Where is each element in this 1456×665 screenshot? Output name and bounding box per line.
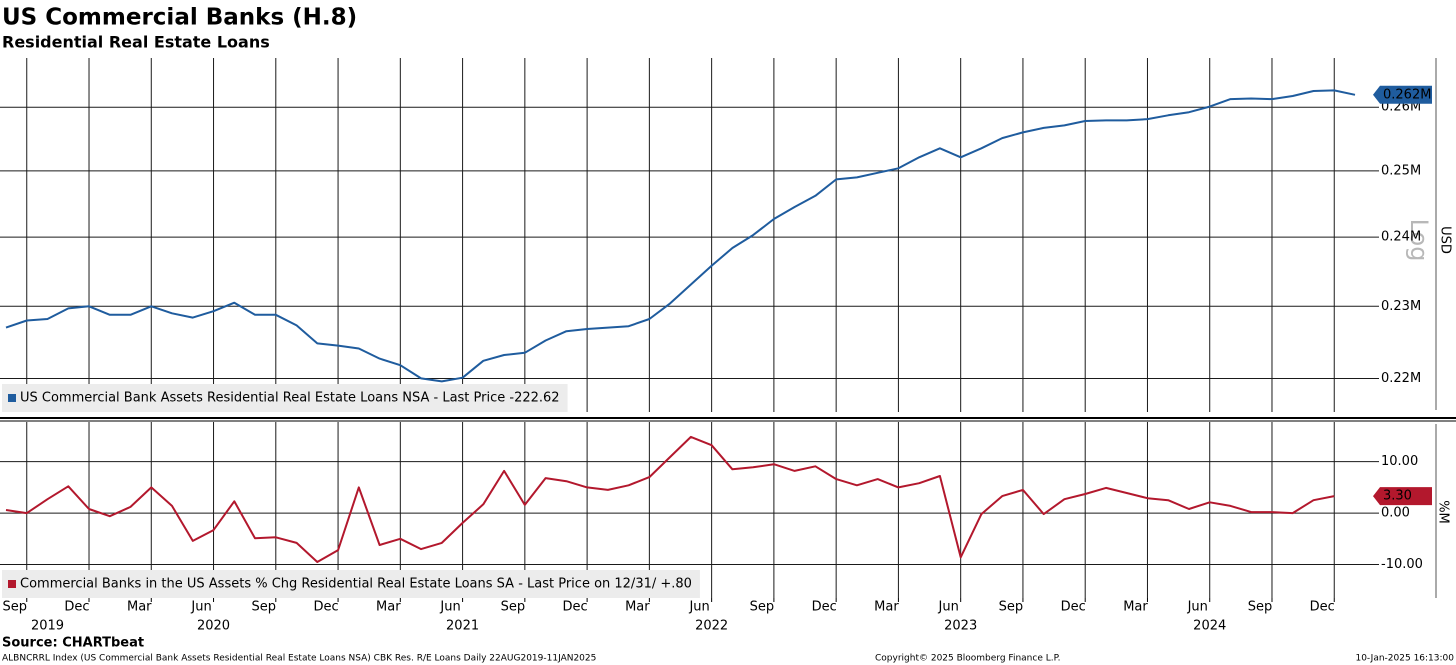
- x-year-label: 2020: [197, 619, 230, 634]
- lines: [5, 89, 1356, 563]
- x-tick-label: Jun: [439, 600, 460, 615]
- x-tick-label: Mar: [874, 600, 899, 615]
- x-tick-label: Jun: [190, 600, 211, 615]
- x-year-label: 2022: [695, 619, 728, 634]
- x-tick-label: Dec: [64, 600, 89, 615]
- legend-box: [2, 570, 700, 598]
- labels: Sep Dec Mar Jun Sep Dec Mar Jun Sep Dec Mar Jun Sep D…: [2, 85, 1432, 634]
- source: Source: CHARTbeat: [2, 636, 144, 651]
- y-axis-label: %M: [1436, 500, 1451, 524]
- last-value-tag: [1373, 487, 1432, 506]
- x-tick-label: Sep: [2, 600, 27, 615]
- data-line: [5, 89, 1356, 383]
- y-tick-label: 0.24M: [1381, 230, 1421, 245]
- footer-center: Copyright© 2025 Bloomberg Finance L.P.: [875, 654, 1060, 664]
- y-tick-label: 10.00: [1381, 454, 1418, 469]
- legend-label: US Commercial Bank Assets Residential Re…: [20, 391, 560, 406]
- x-tick-label: Jun: [1187, 600, 1208, 615]
- x-tick-label: Sep: [999, 600, 1024, 615]
- last-value-label: 0.262M: [1383, 87, 1431, 102]
- x-tick-label: Sep: [501, 600, 526, 615]
- x-tick-label: Mar: [625, 600, 650, 615]
- x-tick-label: Sep: [252, 600, 277, 615]
- data-line: [5, 435, 1335, 563]
- last-value-label: 3.30: [1383, 489, 1412, 504]
- x-tick-label: Jun: [688, 600, 709, 615]
- grid: [0, 58, 1379, 602]
- x-tick-label: Dec: [812, 600, 837, 615]
- footer-left: ALBNCRRL Index (US Commercial Bank Asset…: [2, 654, 596, 664]
- y-tick-label: -10.00: [1381, 557, 1423, 572]
- x-tick-label: Mar: [127, 600, 152, 615]
- x-year-label: 2019: [31, 619, 64, 634]
- last-value-tag: [1373, 85, 1432, 104]
- x-tick-label: Jun: [938, 600, 959, 615]
- x-tick-label: Sep: [750, 600, 775, 615]
- x-tick-label: Mar: [376, 600, 401, 615]
- x-year-label: 2024: [1193, 619, 1226, 634]
- legend: US Commercial Bank Assets Residential Re…: [2, 384, 568, 412]
- y-tick-label: 0.25M: [1381, 163, 1421, 178]
- legend-box: [2, 384, 568, 412]
- x-year-label: 2021: [446, 619, 479, 634]
- x-tick-label: Mar: [1123, 600, 1148, 615]
- chart-title: US Commercial Banks (H.8): [2, 5, 357, 31]
- legend-label: Commercial Banks in the US Assets % Chg …: [20, 577, 692, 592]
- footer-right: 10-Jan-2025 16:13:00: [1355, 654, 1454, 664]
- legend: Commercial Banks in the US Assets % Chg …: [2, 570, 700, 598]
- x-tick-label: Sep: [1248, 600, 1273, 615]
- x-year-label: 2023: [944, 619, 977, 634]
- y-tick-label: 0.00: [1381, 506, 1410, 521]
- x-tick-label: Dec: [313, 600, 338, 615]
- legend-swatch: [8, 580, 16, 588]
- scale-label: Log: [1405, 219, 1433, 262]
- y-tick-label: 0.22M: [1381, 371, 1421, 386]
- y-tick-label: 0.23M: [1381, 299, 1421, 314]
- y-axis-label: USD: [1438, 226, 1453, 254]
- x-tick-label: Dec: [1061, 600, 1086, 615]
- x-tick-label: Dec: [1310, 600, 1335, 615]
- chart-subtitle: Residential Real Estate Loans: [2, 33, 270, 52]
- legend-swatch: [8, 394, 16, 402]
- x-tick-label: Dec: [563, 600, 588, 615]
